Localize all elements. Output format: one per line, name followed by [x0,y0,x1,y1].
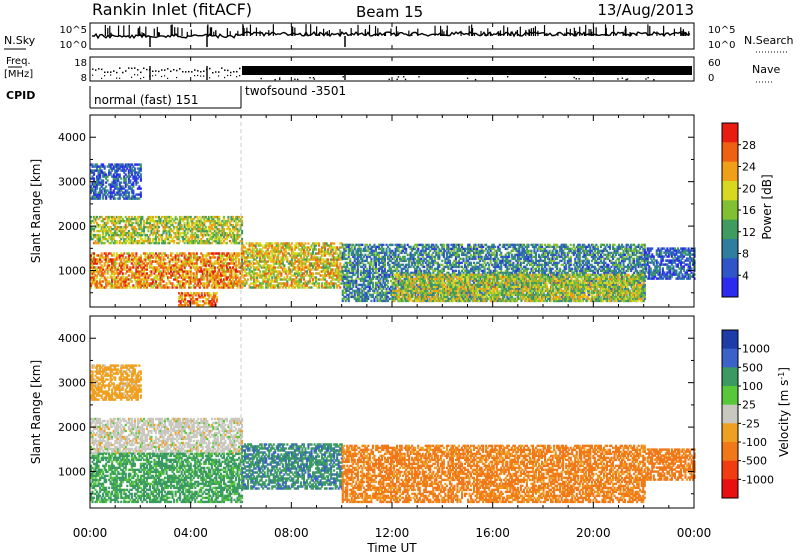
power-region-7 [643,247,696,280]
power-colorbar-tick: 8 [742,248,749,261]
freq-left-tick-high: 18 [74,58,87,69]
power-region-6 [392,273,645,303]
velocity-panel: 1000 2000 3000 4000 Slant Range [km] 1000 50… [29,315,792,509]
velocity-colorbar-label: Velocity [m s-1] [777,367,792,457]
velocity-colorbar-tick: -100 [742,436,767,449]
velocity-colorbar-swatch [722,423,738,443]
time-tick-label: 00:00 [677,526,712,540]
noise-left-tick-high: 10^5 [60,25,87,36]
noise-panel: N.Sky 10^5 10^0 10^5 10^0 N.Search [4,22,794,53]
power-region-4 [241,242,343,289]
power-ytick-label: 2000 [58,220,86,233]
velocity-colorbar-tick: 1000 [742,343,770,356]
velocity-colorbar-tick: -25 [742,417,760,430]
power-region-3 [90,163,142,200]
velocity-region-4 [341,444,646,504]
power-colorbar-tick: 12 [742,226,756,239]
power-colorbar-swatch [722,142,738,163]
velocity-colorbar-swatch [722,386,738,406]
velocity-region-5 [643,448,696,481]
velocity-colorbar-swatch [722,348,738,368]
power-region-2 [178,292,218,307]
time-tick-label: 00:00 [73,526,108,540]
velocity-colorbar-tick: -500 [742,455,767,468]
time-tick-label: 04:00 [173,526,208,540]
freq-label: Freq. [6,56,31,67]
velocity-colorbar-tick: 25 [742,399,756,412]
noise-sky-label: N.Sky [4,34,36,47]
power-colorbar-swatch [722,123,738,143]
velocity-colorbar-tick: -1000 [742,473,774,486]
cpid-label: CPID [6,89,35,102]
time-tick-label: 12:00 [375,526,410,540]
power-ytick-label: 3000 [58,176,86,189]
velocity-region-1 [90,452,244,504]
power-region-0 [90,252,244,289]
noise-left-tick-low: 10^0 [60,40,87,51]
velocity-ylabel: Slant Range [km] [29,360,43,464]
velocity-colorbar-tick: 500 [742,361,763,374]
power-ytick-label: 4000 [58,131,86,144]
velocity-ytick-label: 2000 [58,421,86,434]
freq-left-tick-low: 8 [81,73,87,84]
power-colorbar-tick: 24 [742,161,756,174]
frequency-band [242,66,692,75]
power-colorbar-swatch [722,181,738,201]
power-colorbar-tick: 16 [742,204,756,217]
noise-search-label: N.Search [744,34,794,47]
power-ylabel: Slant Range [km] [29,159,43,263]
nave-right-tick-low: 0 [708,73,714,84]
beam-title: Beam 15 [356,3,423,21]
freq-unit-label: [MHz] [4,69,33,80]
velocity-colorbar-swatch [722,367,738,387]
cpid-panel: CPID normal (fast) 151 twofsound -3501 [6,84,346,109]
velocity-colorbar-swatch [722,330,738,350]
velocity-colorbar-swatch [722,460,738,480]
power-colorbar-tick: 4 [742,269,749,282]
time-axis-label: Time UT [366,541,417,554]
velocity-region-2 [90,364,142,401]
power-colorbar-tick: 20 [742,182,756,195]
velocity-colorbar-swatch [722,404,738,424]
power-colorbar-swatch [722,277,738,298]
velocity-ytick-label: 1000 [58,466,86,479]
velocity-ytick-label: 4000 [58,332,86,345]
power-colorbar-label: Power [dB] [760,174,774,239]
cpid-mode-normal: normal (fast) 151 [94,93,198,107]
noise-right-tick-low: 10^0 [708,40,735,51]
time-tick-label: 08:00 [274,526,309,540]
nave-right-tick-high: 60 [708,58,721,69]
power-colorbar-tick: 28 [742,139,756,152]
power-colorbar-swatch [722,219,738,240]
nave-label: Nave [752,63,780,76]
velocity-region-3 [241,443,343,490]
cpid-mode-twofsound: twofsound -3501 [245,84,346,98]
power-ytick-label: 1000 [58,265,86,278]
velocity-region-0 [90,417,244,455]
power-colorbar-swatch [722,258,738,279]
station-title: Rankin Inlet (fitACF) [92,0,252,19]
noise-right-tick-high: 10^5 [708,25,735,36]
power-colorbar-swatch [722,200,738,221]
time-axis: 00:00 04:00 08:00 12:00 16:00 20:00 00:00 [73,23,712,540]
time-tick-label: 20:00 [576,526,611,540]
velocity-colorbar-swatch [722,479,738,499]
power-panel: 1000 2000 3000 4000 Slant Range [km] 4 8 12 16… [29,114,774,308]
power-region-1 [90,215,244,245]
date-title: 13/Aug/2013 [597,1,694,19]
power-colorbar-swatch [722,161,738,182]
velocity-colorbar-swatch [722,442,738,462]
time-tick-label: 16:00 [475,526,510,540]
velocity-colorbar-tick: 100 [742,380,763,393]
power-colorbar-swatch [722,239,738,259]
velocity-ytick-label: 3000 [58,377,86,390]
